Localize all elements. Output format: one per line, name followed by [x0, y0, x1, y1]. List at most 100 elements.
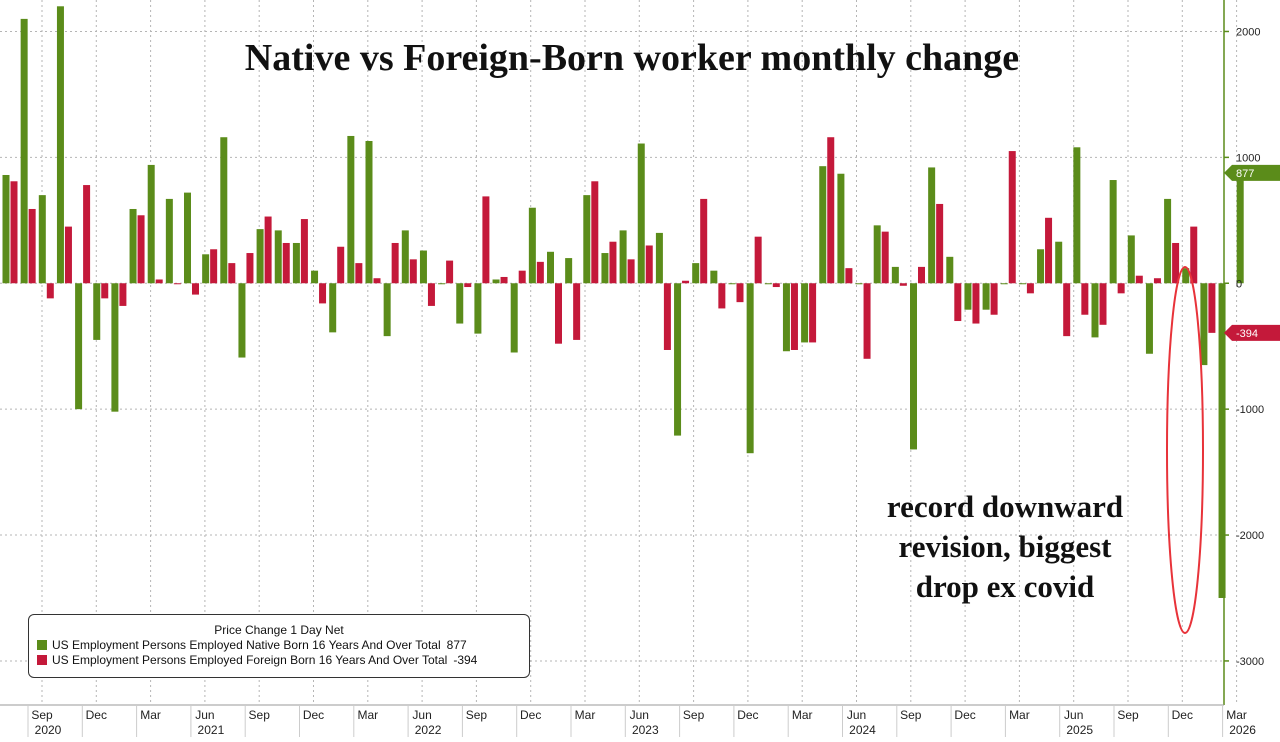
x-tick-label: Dec [1172, 708, 1193, 722]
bar-foreign [736, 283, 744, 303]
bar-native [111, 283, 119, 412]
bar-native [528, 207, 536, 284]
bar-native [782, 283, 790, 352]
bar-foreign [228, 263, 236, 284]
bar-native [873, 225, 881, 284]
bar-native [1037, 249, 1045, 284]
x-tick-label: Mar [1226, 708, 1247, 722]
bar-native [891, 266, 899, 284]
x-year-label: 2020 [35, 723, 62, 737]
bar-foreign [1190, 226, 1198, 284]
x-year-label: 2023 [632, 723, 659, 737]
bar-native [764, 283, 772, 285]
x-tick-label: Sep [249, 708, 271, 722]
bar-native [383, 283, 391, 337]
bar-native [129, 208, 137, 284]
bar-native [819, 166, 827, 284]
x-year-label: 2024 [849, 723, 876, 737]
bar-native [165, 198, 173, 284]
bar-foreign [555, 283, 562, 344]
bar-foreign [46, 283, 54, 299]
bar-native [565, 258, 573, 284]
bar-foreign [446, 260, 454, 284]
bar-foreign [1008, 151, 1016, 284]
x-tick-label: Jun [630, 708, 649, 722]
x-tick-label: Jun [1064, 708, 1083, 722]
bar-foreign [192, 283, 199, 295]
x-tick-label: Jun [412, 708, 431, 722]
bar-foreign [264, 216, 272, 284]
bar-native [855, 283, 863, 285]
bar-foreign [1063, 283, 1071, 337]
bar-native [746, 283, 754, 454]
bar-foreign [83, 185, 91, 284]
x-tick-label: Jun [847, 708, 866, 722]
bar-foreign [155, 279, 163, 284]
bar-foreign [137, 215, 145, 284]
bar-foreign [591, 181, 599, 284]
bar-foreign [1099, 283, 1107, 325]
x-year-label: 2022 [415, 723, 442, 737]
bar-native [311, 270, 319, 284]
bar-native [401, 230, 409, 284]
bar-foreign [64, 226, 72, 284]
bar-foreign [1135, 275, 1143, 284]
bar-foreign [809, 283, 817, 343]
highlight-ellipse [1166, 266, 1204, 634]
bar-native [238, 283, 246, 358]
bar-native [1109, 180, 1117, 284]
bar-native [1218, 283, 1226, 598]
y-tick-label: 0 [1236, 278, 1242, 290]
bar-foreign [754, 236, 762, 284]
y-tick-label: 1000 [1236, 152, 1260, 164]
x-tick-label: Dec [520, 708, 541, 722]
y-tick-label: -2000 [1236, 530, 1264, 542]
bar-foreign [536, 261, 544, 284]
bar-foreign [845, 268, 853, 284]
legend-swatch-foreign [37, 654, 47, 665]
x-tick-label: Mar [357, 708, 378, 722]
legend-title: Price Change 1 Day Net [214, 623, 344, 637]
bar-foreign [899, 283, 907, 286]
x-tick-label: Sep [683, 708, 705, 722]
bar-foreign [427, 283, 435, 306]
bar-foreign [282, 242, 290, 284]
bar-native [637, 143, 645, 284]
bar-native [419, 250, 427, 284]
bar-native [964, 283, 972, 310]
bar-foreign [101, 283, 109, 299]
annotation: record downward revision, biggest drop ex … [887, 266, 1204, 634]
bar-native [728, 283, 736, 285]
bar-native [474, 283, 482, 334]
bar-native [456, 283, 464, 324]
bar-native [1145, 283, 1153, 354]
bar-foreign [990, 283, 998, 315]
legend: Price Change 1 Day Net US Employment Per… [28, 614, 530, 678]
bar-native [928, 167, 936, 284]
bar-foreign [28, 208, 36, 284]
bar-foreign [246, 253, 254, 284]
bar-foreign [881, 231, 889, 284]
bar-foreign [863, 283, 871, 359]
bar-foreign [1153, 278, 1161, 284]
last-value-foreign-label: -394 [1236, 328, 1258, 340]
last-value-native-badge [1224, 164, 1280, 181]
bar-native [75, 283, 83, 410]
bar-native [365, 141, 373, 284]
annotation-line: revision, biggest [899, 529, 1113, 564]
x-tick-label: Mar [1009, 708, 1030, 722]
legend-value-foreign: -394 [453, 652, 478, 667]
bar-foreign [954, 283, 962, 322]
last-value-native-label: 877 [1236, 168, 1254, 180]
bar-native [547, 251, 554, 284]
bar-native [274, 230, 282, 284]
bar-foreign [319, 283, 327, 304]
bars-layer [2, 6, 1244, 598]
annotation-line: record downward [887, 489, 1123, 524]
bar-native [655, 232, 663, 284]
bar-foreign [1045, 217, 1053, 284]
x-year-label: 2021 [198, 723, 225, 737]
bar-native [1055, 241, 1063, 284]
